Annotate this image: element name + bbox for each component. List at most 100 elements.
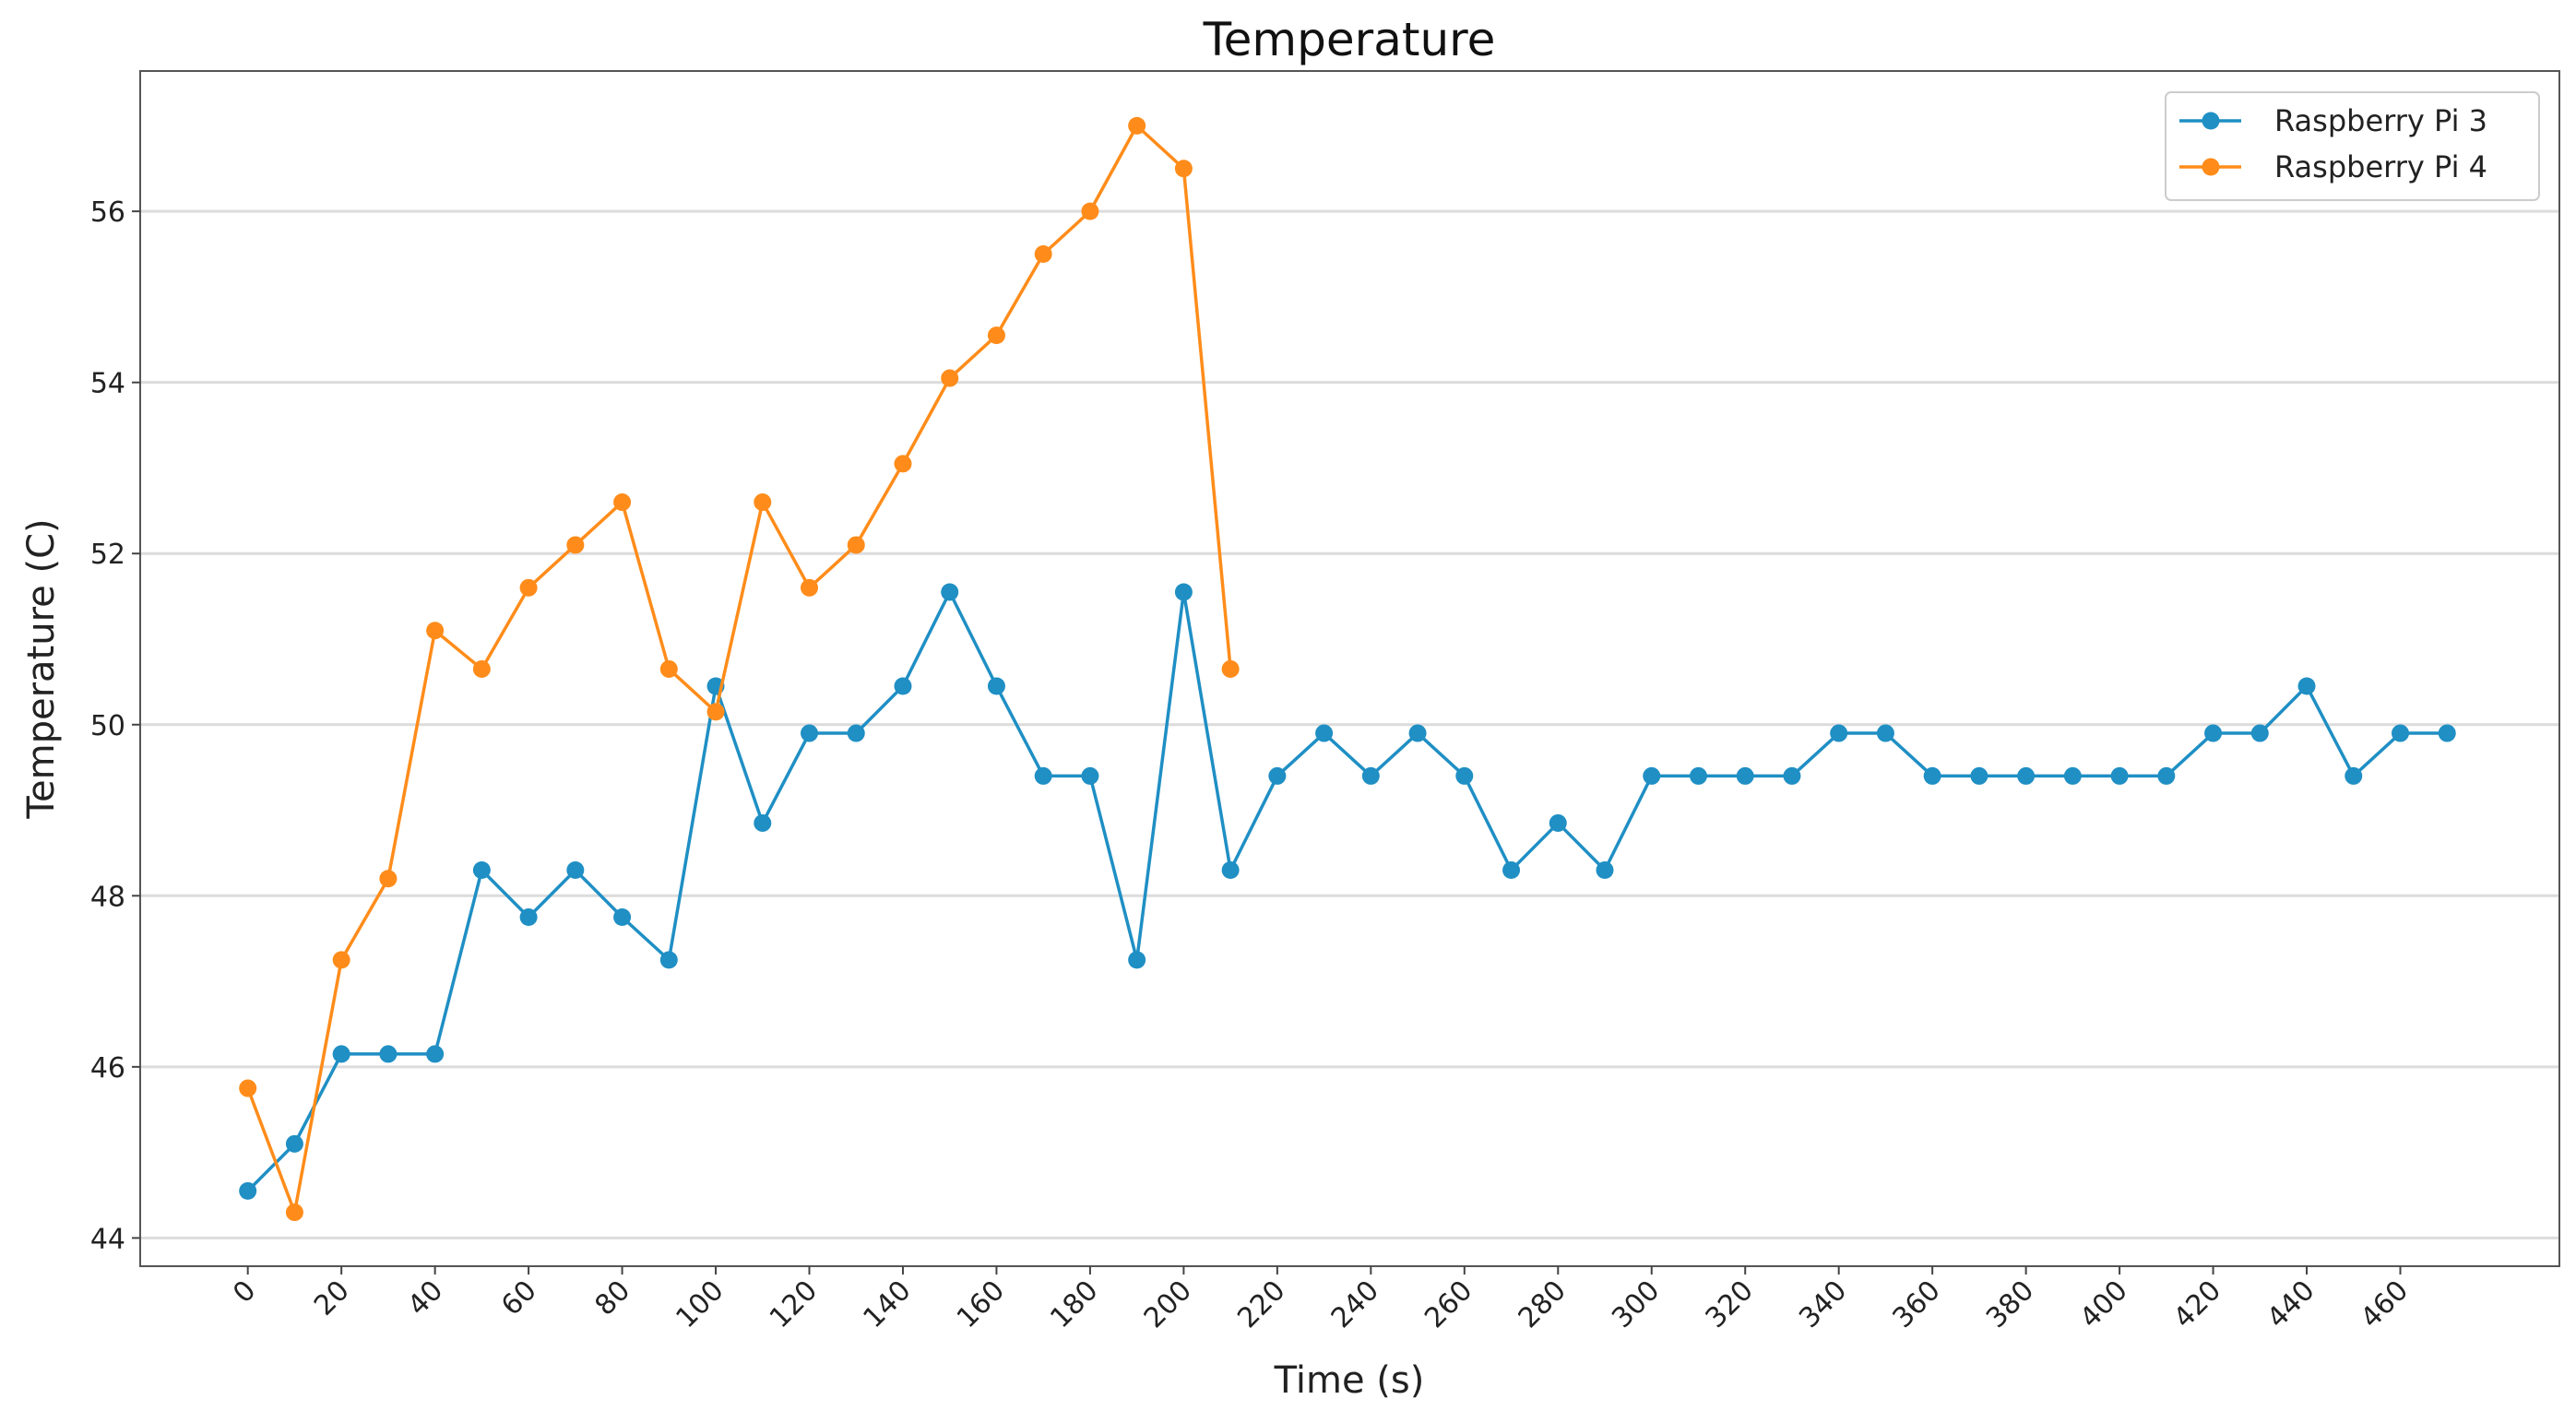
- data-point: [2392, 724, 2410, 742]
- data-point: [1361, 766, 1380, 785]
- data-point: [1830, 724, 1848, 742]
- y-tick-label: 46: [90, 1052, 125, 1085]
- data-point: [566, 860, 585, 879]
- data-point: [847, 724, 865, 742]
- legend-label: Raspberry Pi 4: [2274, 149, 2487, 184]
- data-point: [1221, 860, 1240, 879]
- legend-marker: [2202, 112, 2220, 130]
- data-point: [1315, 724, 1334, 742]
- chart-title: Temperature: [1203, 13, 1496, 66]
- x-tick-label: 260: [1419, 1275, 1478, 1334]
- data-point: [1455, 766, 1474, 785]
- data-point: [519, 578, 538, 597]
- series-line: [246, 590, 2448, 1192]
- x-axis-label: Time (s): [1274, 1359, 1425, 1402]
- data-point: [1268, 766, 1287, 785]
- data-point: [285, 1204, 303, 1222]
- data-point: [754, 813, 772, 832]
- data-point: [659, 951, 678, 969]
- x-tick-label: 460: [2355, 1275, 2415, 1334]
- data-point: [987, 677, 1005, 695]
- x-tick-label: 340: [1793, 1275, 1853, 1334]
- x-tick-label: 180: [1044, 1275, 1104, 1334]
- x-tick-label: 60: [495, 1275, 543, 1322]
- data-point: [1081, 202, 1099, 220]
- series-1: [239, 583, 2456, 1200]
- x-tick-label: 380: [1980, 1275, 2040, 1334]
- data-point: [706, 703, 725, 721]
- data-point: [1783, 766, 1801, 785]
- x-tick-label: 200: [1138, 1275, 1198, 1334]
- y-axis: 44 46 48 50 52 54 56: [90, 196, 140, 1255]
- y-tick-label: 48: [90, 881, 125, 913]
- x-tick-label: 100: [670, 1275, 730, 1334]
- legend-label: Raspberry Pi 3: [2274, 103, 2487, 138]
- data-point: [1923, 766, 1941, 785]
- data-point: [894, 455, 912, 473]
- data-point: [659, 659, 678, 678]
- x-tick-label: 400: [2074, 1275, 2134, 1334]
- data-point: [2017, 766, 2036, 785]
- y-tick-label: 50: [90, 710, 125, 742]
- y-tick-label: 54: [90, 368, 125, 400]
- x-axis: 0 20 40 60 80 100 120 140 160 180 200 220 240 260 280 3…: [227, 1266, 2415, 1334]
- data-point: [472, 860, 491, 879]
- data-point: [285, 1134, 303, 1153]
- data-point: [2204, 724, 2223, 742]
- x-tick-label: 280: [1513, 1275, 1573, 1334]
- data-point: [2297, 677, 2316, 695]
- series-2: [239, 116, 1240, 1222]
- data-point: [613, 907, 632, 926]
- data-point: [2110, 766, 2129, 785]
- data-point: [2063, 766, 2082, 785]
- data-point: [613, 493, 632, 512]
- data-point: [1736, 766, 1754, 785]
- data-point: [332, 1045, 350, 1063]
- plot-area-frame: [139, 70, 2560, 1267]
- legend-box: [2165, 91, 2540, 201]
- data-point: [2250, 724, 2269, 742]
- x-tick-label: 160: [951, 1275, 1011, 1334]
- x-tick-label: 80: [588, 1275, 636, 1322]
- data-point: [941, 583, 959, 601]
- data-point: [1876, 724, 1894, 742]
- gridlines: [140, 209, 2559, 1239]
- x-tick-label: 40: [402, 1275, 450, 1322]
- x-tick-label: 360: [1887, 1275, 1947, 1334]
- y-tick-label: 52: [90, 539, 125, 571]
- x-tick-label: 0: [227, 1275, 262, 1310]
- data-point: [239, 1079, 257, 1097]
- series-line: [246, 124, 1232, 1215]
- data-point: [1689, 766, 1707, 785]
- data-point: [754, 493, 772, 512]
- data-point: [239, 1181, 257, 1200]
- y-tick-label: 44: [90, 1223, 125, 1255]
- x-tick-label: 120: [764, 1275, 824, 1334]
- x-tick-label: 20: [308, 1275, 356, 1322]
- data-point: [566, 536, 585, 554]
- legend-marker: [2202, 158, 2220, 176]
- data-point: [519, 907, 538, 926]
- data-point: [426, 1045, 445, 1063]
- x-tick-label: 320: [1700, 1275, 1760, 1334]
- data-point: [332, 951, 350, 969]
- data-point: [1596, 860, 1614, 879]
- x-tick-label: 140: [857, 1275, 917, 1334]
- data-point: [426, 622, 445, 640]
- data-point: [1502, 860, 1521, 879]
- data-point: [847, 536, 865, 554]
- data-point: [894, 677, 912, 695]
- data-point: [1643, 766, 1661, 785]
- y-axis-label: Temperature (C): [20, 518, 63, 819]
- data-point: [1174, 583, 1193, 601]
- data-point: [1970, 766, 1988, 785]
- data-point: [379, 1045, 398, 1063]
- y-tick-label: 56: [90, 196, 125, 229]
- x-tick-label: 220: [1231, 1275, 1291, 1334]
- x-tick-label: 420: [2167, 1275, 2227, 1334]
- data-point: [1174, 160, 1193, 178]
- data-point: [1081, 766, 1099, 785]
- data-point: [379, 870, 398, 888]
- data-point: [2438, 724, 2456, 742]
